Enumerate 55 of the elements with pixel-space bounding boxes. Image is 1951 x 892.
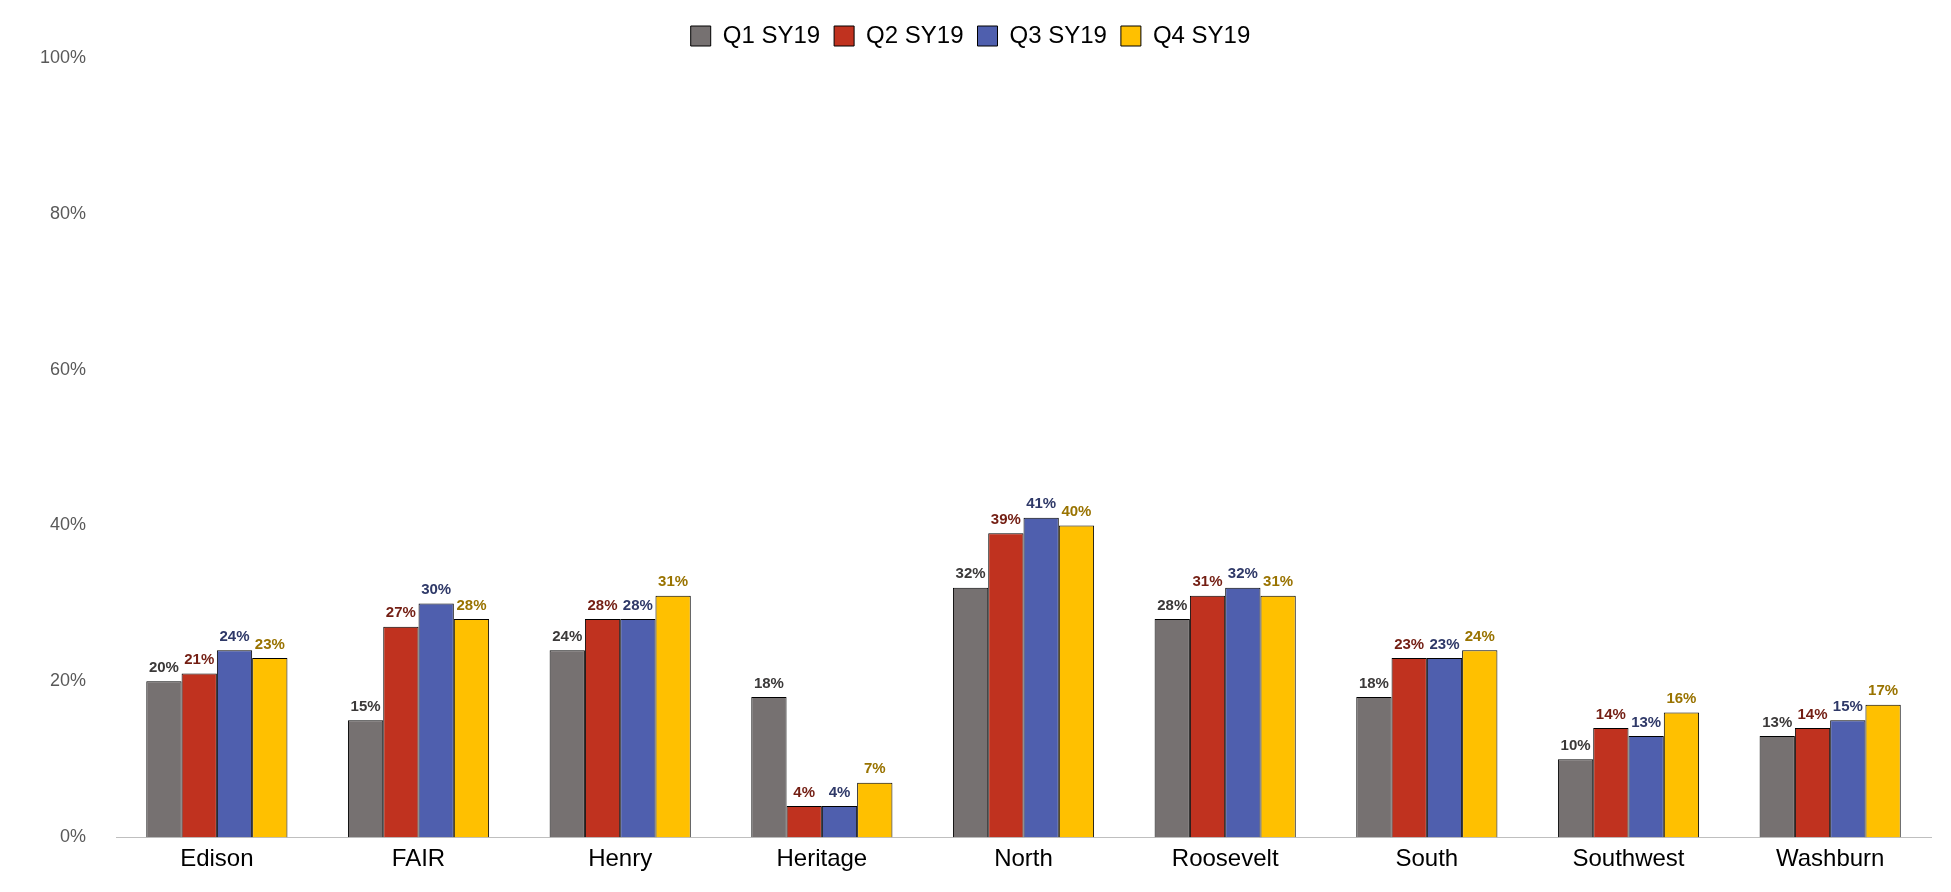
data-label: 14% [1797, 704, 1828, 722]
data-label: 28% [456, 595, 487, 613]
data-label: 20% [148, 658, 179, 675]
data-label: 41% [1026, 494, 1057, 512]
data-label: 13% [1631, 712, 1662, 730]
y-tick-label: 20% [50, 670, 87, 691]
data-label: 31% [658, 572, 689, 590]
x-tick-label: FAIR [391, 844, 446, 872]
data-label: 15% [1832, 696, 1863, 714]
data-label: 28% [587, 595, 618, 613]
x-tick-label: Heritage [776, 844, 868, 872]
legend-label: Q1 SY19 [722, 20, 821, 48]
x-tick-label: North [994, 844, 1053, 872]
data-label: 16% [1666, 689, 1697, 707]
data-label: 27% [385, 603, 416, 621]
data-label: 21% [184, 650, 215, 668]
y-tick-label: 0% [60, 826, 87, 847]
data-label: 18% [1358, 673, 1389, 691]
data-label: 24% [552, 626, 583, 644]
data-label: 28% [1157, 595, 1188, 613]
data-label: 32% [1227, 564, 1258, 582]
data-label: 24% [219, 626, 250, 644]
data-label: 30% [421, 580, 452, 598]
data-label: 39% [990, 509, 1021, 527]
data-label: 40% [1061, 502, 1092, 520]
y-tick-label: 60% [50, 358, 87, 379]
data-label: 17% [1868, 681, 1899, 699]
data-label: 23% [254, 634, 285, 652]
data-label: 31% [1263, 572, 1294, 590]
data-label: 4% [828, 782, 851, 800]
data-label: 31% [1192, 572, 1223, 590]
data-label: 18% [753, 673, 784, 691]
x-tick-label: Roosevelt [1171, 844, 1279, 872]
data-label: 23% [1394, 634, 1425, 652]
data-label: 15% [350, 696, 381, 714]
legend-label: Q4 SY19 [1152, 20, 1251, 48]
data-label: 32% [955, 564, 986, 582]
y-tick-label: 40% [50, 514, 87, 535]
x-tick-label: South [1395, 844, 1459, 872]
data-label: 4% [793, 782, 816, 800]
data-label: 10% [1560, 735, 1591, 753]
y-tick-label: 80% [50, 202, 87, 223]
x-tick-label: Henry [588, 844, 653, 872]
data-label: 28% [622, 595, 653, 613]
data-label: 23% [1429, 634, 1460, 652]
data-label: 14% [1595, 704, 1626, 722]
x-tick-label: Edison [180, 844, 254, 872]
x-tick-label: Southwest [1572, 844, 1685, 872]
data-label: 24% [1464, 626, 1495, 644]
data-label: 7% [863, 759, 886, 777]
legend-label: Q2 SY19 [866, 20, 964, 48]
x-tick-label: Washburn [1775, 844, 1885, 872]
data-label: 13% [1762, 712, 1793, 730]
y-tick-label: 100% [39, 46, 87, 67]
legend-label: Q3 SY19 [1009, 20, 1107, 48]
